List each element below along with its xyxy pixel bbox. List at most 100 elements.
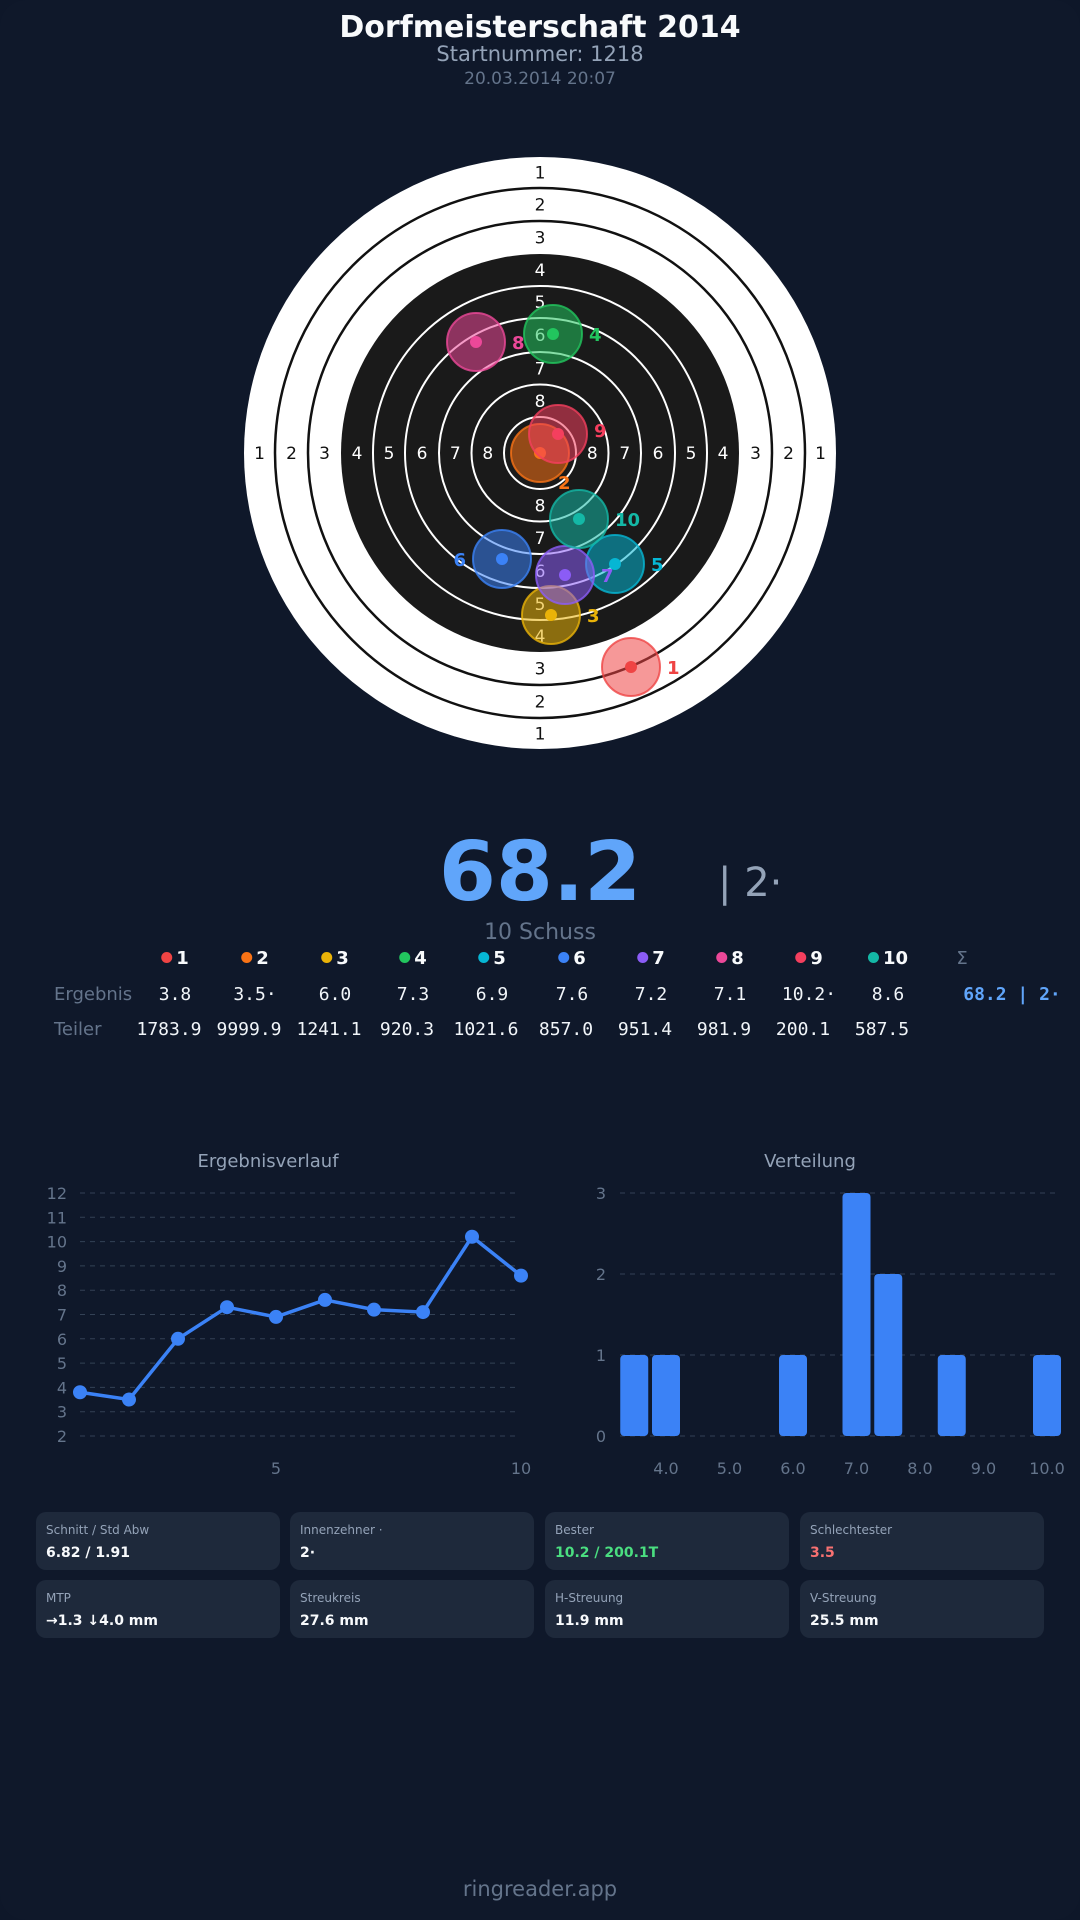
histogram-bar-10[interactable] (1033, 1355, 1061, 1436)
row-label-result: Ergebnis (54, 984, 133, 1005)
ring-label: 3 (535, 229, 546, 249)
timestamp: 20.03.2014 20:07 (464, 69, 616, 89)
result-cell: 8.6 (871, 984, 905, 1005)
line-point-2[interactable] (122, 1392, 136, 1407)
divisor-cell: 1021.6 (453, 1019, 519, 1040)
x-tick-label: 6.0 (780, 1459, 805, 1478)
line-point-6[interactable] (318, 1292, 332, 1307)
y-tick-label: 1 (596, 1346, 606, 1365)
column-header-shot-4: 4 (399, 948, 427, 969)
shot-color-dot (867, 952, 879, 963)
y-tick-label: 8 (57, 1281, 67, 1300)
ring-3 (306, 219, 774, 687)
row-label-divisor: Teiler (54, 1019, 102, 1040)
ring-label: 7 (619, 444, 630, 464)
y-tick-label: 3 (57, 1403, 67, 1422)
ring-label: 7 (535, 359, 546, 379)
x-tick-label: 5.0 (717, 1459, 742, 1478)
divisor-cell: 200.1 (775, 1019, 831, 1040)
histogram-bar-4[interactable] (652, 1355, 680, 1436)
stat-card: Streukreis 27.6 mm (290, 1580, 534, 1638)
y-tick-label: 7 (57, 1306, 67, 1325)
ring-label: 5 (535, 293, 546, 313)
stat-label: V-Streuung (810, 1591, 877, 1605)
histogram-bar-3.5[interactable] (620, 1355, 649, 1436)
shot-label: 5 (651, 555, 664, 576)
ring-label: 8 (587, 444, 598, 464)
column-header-shot-9: 9 (795, 948, 823, 969)
stat-label: Schnitt / Std Abw (46, 1523, 150, 1537)
shot-number: 5 (493, 948, 506, 969)
shot-marker-8[interactable]: 8 (446, 312, 525, 372)
stat-card: V-Streuung 25.5 mm (800, 1580, 1044, 1638)
stat-value: 2· (300, 1545, 316, 1561)
line-point-8[interactable] (416, 1305, 430, 1320)
stat-value: 25.5 mm (810, 1613, 879, 1629)
ring-label: 4 (718, 444, 729, 464)
shot-color-dot (478, 952, 490, 963)
shot-marker-10[interactable]: 10 (549, 489, 640, 549)
line-point-9[interactable] (465, 1229, 479, 1244)
shot-label: 2 (558, 473, 571, 494)
y-tick-label: 12 (47, 1184, 67, 1203)
shot-number: 4 (414, 948, 427, 969)
column-header-shot-7: 7 (637, 948, 665, 969)
shot-marker-4[interactable]: 4 (523, 304, 602, 364)
histogram-bar-8.5[interactable] (937, 1355, 966, 1436)
x-tick-label: 8.0 (907, 1459, 932, 1478)
ring-label: 8 (482, 444, 493, 464)
shot-marker-9[interactable]: 9 (528, 404, 607, 464)
line-point-4[interactable] (220, 1300, 234, 1315)
shot-count: 10 Schuss (484, 920, 596, 945)
shot-label: 4 (589, 325, 602, 346)
ring-label: 5 (384, 444, 395, 464)
stat-card: Bester 10.2 / 200.1T (545, 1512, 789, 1570)
shot-number: 7 (652, 948, 665, 969)
shot-number: 8 (731, 948, 744, 969)
shot-marker-6[interactable]: 6 (453, 529, 532, 589)
result-cell: 7.2 (634, 984, 668, 1005)
shot-label: 10 (615, 510, 640, 531)
line-point-5[interactable] (269, 1309, 283, 1324)
x-tick-label: 10.0 (1029, 1459, 1065, 1478)
line-point-10[interactable] (514, 1268, 528, 1283)
shot-color-dot (795, 952, 807, 963)
line-point-7[interactable] (367, 1302, 381, 1317)
ring-8 (470, 383, 610, 523)
y-tick-label: 2 (57, 1427, 67, 1446)
ring-label: 8 (535, 392, 546, 412)
ring-label: 7 (450, 444, 461, 464)
line-point-1[interactable] (73, 1385, 87, 1400)
divisor-cell: 9999.9 (216, 1019, 282, 1040)
stat-label: Innenzehner · (300, 1523, 383, 1537)
shot-color-dot (241, 952, 253, 963)
stat-value: →1.3 ↓4.0 mm (46, 1613, 158, 1629)
shot-marker-7[interactable]: 7 (535, 545, 614, 605)
shot-marker-1[interactable]: 1 (601, 637, 680, 697)
divisor-cell: 1241.1 (296, 1019, 362, 1040)
stat-label: Bester (555, 1523, 594, 1537)
result-cell: 7.6 (555, 984, 589, 1005)
x-tick-label: 10 (511, 1459, 531, 1478)
ring-label: 3 (319, 444, 330, 464)
histogram-bar-6[interactable] (779, 1355, 807, 1436)
result-cell: 7.3 (396, 984, 430, 1005)
shot-number: 6 (573, 948, 586, 969)
ring-label: 5 (686, 444, 697, 464)
histogram-bar-7[interactable] (842, 1193, 871, 1436)
y-tick-label: 9 (57, 1257, 67, 1276)
shot-color-dot (399, 952, 411, 963)
ring-label: 1 (815, 444, 826, 464)
shot-label: 9 (594, 421, 607, 442)
histogram-bar-7.5[interactable] (874, 1274, 903, 1436)
target-face: 1111222233334444555566667777888812345678… (244, 157, 836, 749)
ring-label: 1 (535, 164, 546, 184)
stat-card: Schnitt / Std Abw 6.82 / 1.91 (36, 1512, 280, 1570)
ring-label: 4 (352, 444, 363, 464)
shot-label: 6 (453, 550, 466, 571)
line-point-3[interactable] (171, 1331, 185, 1346)
shot-number: 3 (336, 948, 349, 969)
ring-label: 4 (535, 261, 546, 281)
